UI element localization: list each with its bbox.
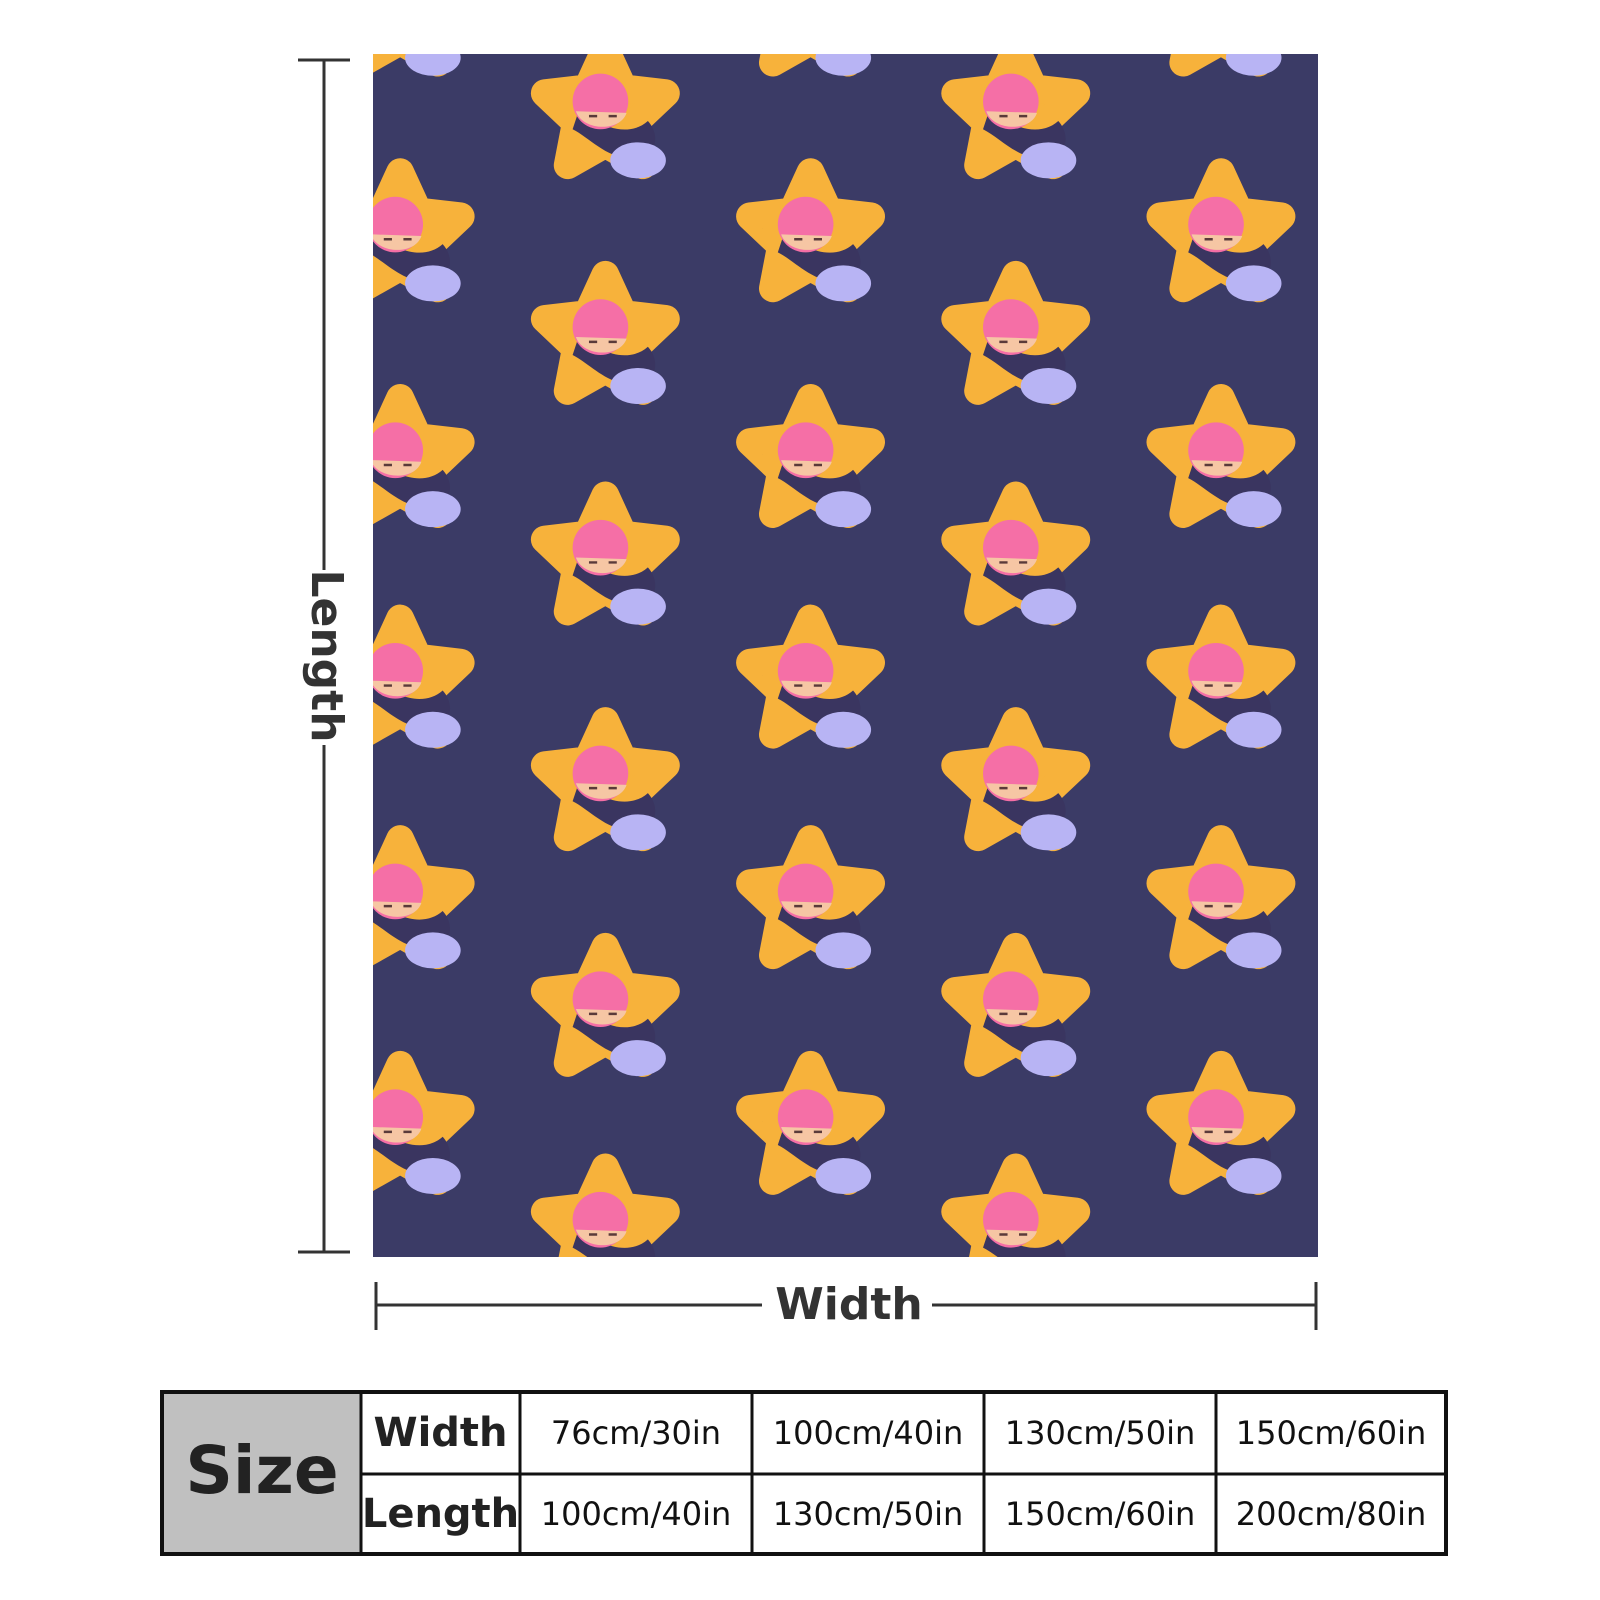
size-value: 76cm/30in [551, 1414, 721, 1452]
size-value: 100cm/40in [773, 1414, 964, 1452]
size-value: 130cm/50in [1005, 1414, 1196, 1452]
size-value: 100cm/40in [541, 1495, 732, 1533]
size-table: Size Width 76cm/30in 100cm/40in 130cm/50in 1… [160, 1390, 1448, 1556]
length-label: Length [301, 569, 352, 742]
size-label: Size [185, 1432, 338, 1509]
size-value: 150cm/60in [1005, 1495, 1196, 1533]
size-value: 130cm/50in [773, 1495, 964, 1533]
table-border [160, 1390, 1448, 1556]
width-label: Width [775, 1279, 922, 1330]
row-header: Width [373, 1410, 507, 1456]
length-dimension [298, 58, 350, 1254]
size-value: 150cm/60in [1236, 1414, 1427, 1452]
size-value: 200cm/80in [1236, 1495, 1427, 1533]
size-cell [162, 1392, 361, 1554]
row-header: Length [362, 1491, 519, 1537]
width-dimension [374, 1282, 1318, 1330]
